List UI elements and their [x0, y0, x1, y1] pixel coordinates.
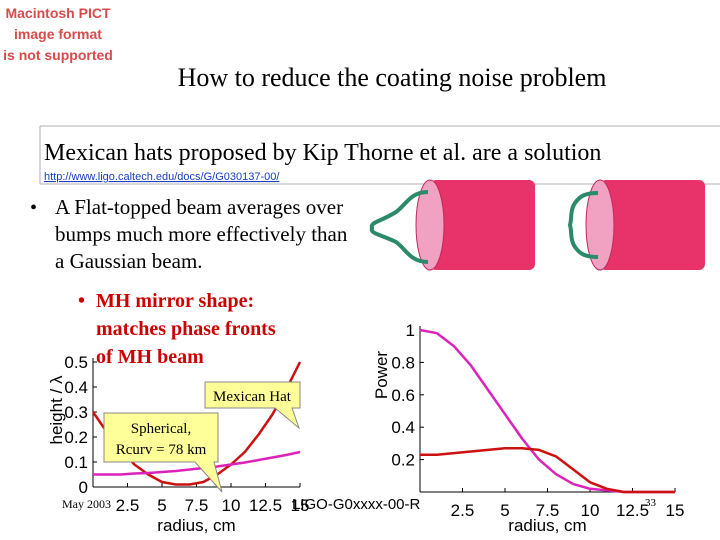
link[interactable]: http://www.ligo.caltech.edu/docs/G/G0301…: [44, 171, 280, 183]
y-tick-label: 0.1: [64, 453, 88, 472]
chart: 0 0.1 0.2 0.3 0.4 0.5 2.5 5 7.5 10 12.5 15 radius, c…: [47, 353, 309, 535]
flat-top-beam-illustration: [567, 179, 705, 271]
cylinder-face: [585, 179, 615, 271]
y-tick-label: 0.6: [391, 386, 415, 405]
cylinder-face: [415, 179, 445, 271]
x-tick-label: 12.5: [616, 501, 649, 520]
x-tick-label: 2.5: [451, 501, 475, 520]
gaussian-beam-illustration: [369, 179, 535, 271]
footer-doc-id: LIGO-G0xxxx-00-R: [292, 496, 421, 513]
x-tick-label: 15: [666, 501, 685, 520]
cylinder-body: [430, 180, 535, 270]
placeholder-line: is not supported: [3, 47, 113, 63]
beam-profile: [567, 191, 599, 259]
footer-date: May 2003: [62, 497, 111, 511]
placeholder-line: image format: [14, 26, 102, 42]
beam-profile: [369, 190, 429, 264]
x-tick-label: 2.5: [116, 496, 140, 515]
data-line: [93, 450, 301, 476]
y-tick-label: 0.2: [64, 428, 88, 447]
x-tick-label: 15: [291, 496, 310, 515]
x-tick-label: 7.5: [185, 496, 209, 515]
y-tick-label: 1: [406, 321, 415, 340]
bullet: A Flat-topped beam averages over bumps m…: [55, 195, 348, 273]
x-tick-label: 12.5: [249, 496, 282, 515]
y-tick-label: 0.2: [391, 451, 415, 470]
callout-box: [204, 381, 301, 430]
callout-text: Spherical,: [131, 421, 191, 437]
x-tick-label: 7.5: [536, 501, 560, 520]
bullet-line: of MH beam: [96, 346, 204, 368]
data-line: [420, 447, 675, 494]
callout-text: Rcurv = 78 km: [116, 442, 207, 458]
x-tick-label: 10: [581, 501, 600, 520]
x-axis-label: radius, cm: [508, 516, 586, 535]
y-axis-label: Power: [372, 351, 391, 400]
image-placeholder: Macintosh PICT image format is not suppo…: [3, 5, 113, 63]
x-tick-label: 5: [500, 501, 509, 520]
bullet-line: matches phase fronts: [96, 318, 276, 340]
bullet: MH mirror shape: matches phase fronts of…: [96, 290, 276, 368]
footer-page: 33: [645, 497, 657, 509]
x-axis-label: radius, cm: [157, 516, 235, 535]
placeholder-line: Macintosh PICT: [5, 5, 110, 21]
y-tick-label: 0.4: [391, 418, 415, 437]
subtitle: Mexican hats proposed by Kip Thorne et a…: [44, 140, 601, 166]
x-tick-label: 5: [157, 496, 166, 515]
bullet-line: bumps much more effectively than: [55, 222, 348, 246]
cylinder-body: [600, 180, 705, 270]
bullet-marker: •: [30, 197, 37, 219]
slide-title: How to reduce the coating noise problem: [178, 63, 607, 92]
bullet-line: A Flat-topped beam averages over: [55, 195, 343, 219]
y-tick-label: 0: [79, 478, 88, 497]
bullet-line: MH mirror shape:: [96, 290, 254, 312]
x-tick-label: 10: [222, 496, 241, 515]
bullet-line: a Gaussian beam.: [55, 249, 203, 273]
callout: Spherical, Rcurv = 78 km: [103, 412, 223, 493]
y-axis-label: height / λ: [47, 375, 66, 444]
bullet-marker: •: [78, 290, 85, 312]
callout: Mexican Hat: [204, 381, 301, 430]
y-tick-label: 0.8: [391, 353, 415, 372]
callout-text: Mexican Hat: [213, 389, 292, 405]
y-tick-label: 0.4: [64, 378, 88, 397]
callout-box: [103, 412, 223, 493]
y-tick-label: 0.5: [64, 353, 88, 372]
y-tick-label: 0.3: [64, 403, 88, 422]
